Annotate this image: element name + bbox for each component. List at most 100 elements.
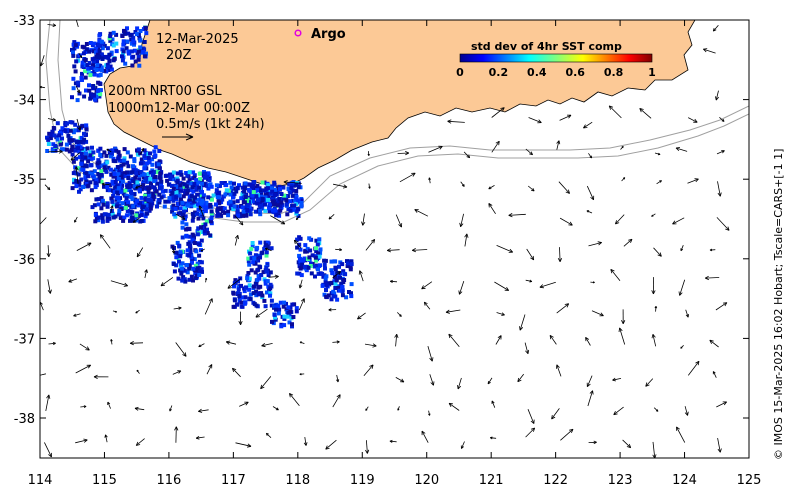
current-vector-head (500, 107, 505, 112)
sst-cell (194, 268, 199, 273)
sst-cell (324, 274, 329, 279)
sst-cell (183, 201, 188, 206)
sst-cell (195, 232, 200, 237)
sst-cell (263, 208, 268, 213)
sst-cell (228, 180, 233, 185)
sst-cell (115, 202, 120, 207)
current-vector-head (123, 282, 128, 287)
sst-cell (163, 173, 168, 178)
current-vector (79, 343, 90, 351)
sst-cell (182, 184, 187, 189)
sst-cell (336, 286, 341, 290)
sst-cell (144, 161, 149, 166)
current-vector (387, 249, 400, 251)
sst-cell (97, 49, 102, 54)
sst-cell (111, 158, 116, 163)
sst-cell (324, 288, 328, 292)
sst-cell (301, 257, 306, 262)
sst-cell (193, 271, 198, 276)
sst-cell (177, 187, 182, 192)
sst-cell (71, 159, 76, 164)
sst-cell (78, 145, 83, 150)
sst-cell (259, 291, 264, 296)
current-vector-head (397, 408, 400, 411)
sst-cell (92, 169, 97, 174)
sst-cell (125, 209, 130, 213)
sst-cell (180, 261, 185, 266)
current-vector-head (75, 16, 78, 20)
current-vector-head (79, 55, 83, 59)
current-vector (687, 360, 700, 376)
sst-cell (135, 26, 140, 31)
sst-cell (87, 83, 91, 88)
sst-cell (92, 177, 97, 182)
current-vector-head (343, 184, 348, 189)
sst-cell (187, 234, 192, 239)
sst-cell (185, 270, 190, 275)
sst-cell (64, 142, 69, 147)
sst-cell (146, 197, 151, 202)
sst-cell (250, 244, 255, 249)
current-vector (687, 178, 699, 184)
sst-cell (189, 274, 194, 279)
current-vector (196, 436, 205, 439)
sst-cell (196, 226, 201, 231)
sst-cell (155, 181, 160, 186)
sst-cell (75, 41, 80, 46)
current-vector (357, 312, 366, 320)
sst-cell (214, 183, 219, 188)
sst-cell (281, 185, 286, 190)
sst-cell (297, 271, 302, 276)
sst-cell (298, 247, 303, 252)
sst-cell (139, 213, 144, 218)
sst-cell (96, 73, 101, 78)
sst-cell (108, 183, 113, 188)
sst-cell (80, 60, 85, 65)
sst-cell (264, 253, 269, 258)
sst-cell (278, 203, 283, 208)
sst-cell (168, 174, 173, 179)
sst-cell (133, 175, 138, 180)
sst-cell (110, 211, 115, 216)
sst-cell (252, 302, 257, 307)
current-vector-head (274, 274, 279, 279)
sst-cell (173, 206, 178, 211)
sst-cell (139, 195, 144, 200)
current-vector (325, 439, 337, 450)
sst-cell (153, 175, 158, 179)
sst-cell (245, 276, 250, 281)
sst-cell (179, 188, 184, 193)
sst-cell (74, 179, 79, 183)
sst-cell (218, 212, 223, 217)
sst-cell (90, 171, 94, 176)
sst-cell (135, 198, 139, 203)
sst-cell (346, 261, 350, 266)
sst-cell (322, 262, 327, 267)
sst-cell (294, 196, 299, 201)
sst-cell (236, 213, 241, 218)
sst-cell (121, 39, 126, 44)
current-vector (298, 298, 305, 311)
current-vector-head (556, 364, 560, 369)
sst-cell (318, 247, 323, 252)
current-vector (528, 117, 542, 123)
sst-cell (102, 212, 107, 217)
sst-cell (302, 264, 307, 269)
current-vector (613, 406, 624, 416)
sst-cell (101, 202, 106, 207)
current-vector-head (445, 309, 450, 314)
sst-cell (117, 209, 122, 213)
sst-cell (55, 137, 60, 142)
current-vector-head (564, 303, 570, 308)
sst-cell (186, 203, 191, 208)
sst-cell (230, 204, 235, 209)
sst-cell (205, 174, 209, 179)
sst-cell (82, 137, 87, 142)
sst-cell (83, 155, 88, 160)
sst-cell (246, 182, 251, 187)
sst-cell (340, 262, 345, 267)
sst-cell (260, 197, 265, 202)
sst-cell (279, 192, 284, 196)
sst-cell (119, 175, 124, 180)
sst-cell (129, 49, 134, 54)
